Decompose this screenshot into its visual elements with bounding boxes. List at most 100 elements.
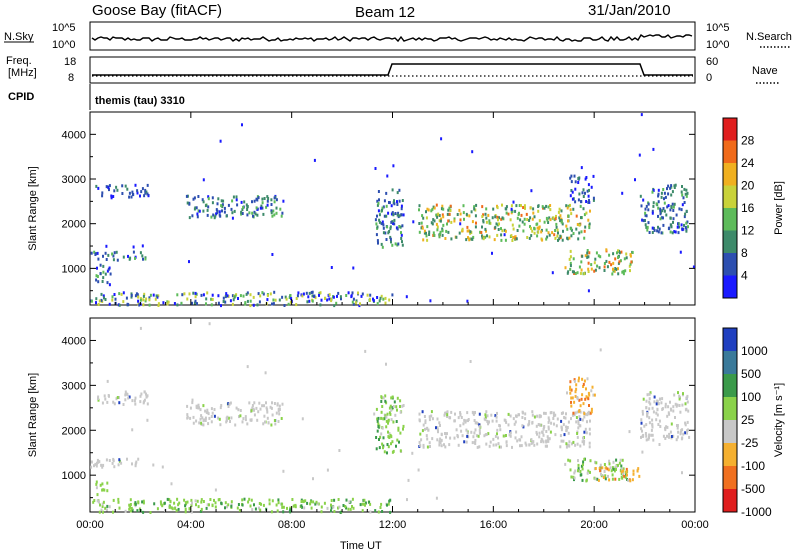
power-cell-4	[391, 243, 394, 247]
power-cell-8	[645, 225, 648, 229]
power-cell-3	[272, 209, 275, 213]
power-cell-5	[512, 227, 515, 231]
velocity-cell-9	[686, 400, 689, 404]
velocity-cell-10	[159, 500, 162, 504]
velocity-cell-10	[168, 498, 171, 502]
power-cell-4	[374, 218, 377, 222]
power-cell-8	[673, 230, 676, 234]
velocity-cell-3	[262, 422, 265, 426]
nave-tick-top: 60	[706, 56, 718, 68]
power-cell-6	[571, 197, 574, 201]
velocity-cell-8	[636, 469, 639, 473]
velocity-cell-0	[104, 397, 107, 401]
power-cell-9	[183, 292, 186, 296]
power-cell-6	[569, 176, 572, 180]
power-cell-5	[548, 233, 551, 237]
power-cell-9	[155, 294, 158, 298]
velocity-cell-4	[395, 405, 398, 409]
velocity-scatter-point	[208, 322, 211, 326]
power-cell-3	[246, 205, 249, 208]
velocity-cell-9	[669, 430, 672, 434]
power-cell-5	[436, 228, 439, 232]
power-cell-9	[376, 302, 379, 306]
power-cell-9	[196, 302, 198, 306]
velocity-cell-4	[378, 446, 381, 450]
power-cell-5	[570, 227, 573, 231]
power-cell-7	[617, 249, 619, 253]
velocity-cell-6	[570, 404, 573, 408]
power-cell-5	[543, 220, 546, 224]
power-cell-4	[400, 204, 403, 208]
velocity-cell-10	[249, 504, 252, 508]
velocity-cell-5	[537, 423, 540, 426]
power-cell-5	[484, 227, 487, 231]
velocity-cell-10	[134, 502, 137, 506]
power-cell-9	[360, 294, 363, 298]
power-cell-5	[577, 237, 580, 241]
power-cell-5	[465, 238, 468, 242]
velocity-cell-10	[177, 507, 180, 511]
power-cell-4	[380, 242, 383, 246]
velocity-cell-5	[446, 413, 449, 417]
power-cell-9	[167, 300, 170, 304]
power-cell-9	[100, 292, 103, 296]
velocity-cell-5	[477, 434, 480, 438]
velocity-cell-7	[603, 463, 606, 466]
power-scatter-point	[634, 178, 636, 182]
power-cell-5	[418, 230, 421, 234]
velocity-cell-1	[94, 462, 97, 466]
power-cell-6	[588, 198, 590, 202]
velocity-cell-10	[220, 502, 223, 506]
velocity-cell-5	[522, 411, 524, 415]
power-cell-8	[673, 202, 676, 206]
velocity-cell-10	[277, 498, 280, 502]
power-cell-8	[681, 228, 684, 232]
power-cell-9	[361, 292, 364, 296]
velocity-cell-5	[495, 415, 498, 419]
power-cell-9	[326, 298, 329, 302]
velocity-cell-3	[264, 420, 266, 424]
velocity-cell-5	[536, 442, 539, 446]
power-cell-0	[121, 184, 124, 188]
velocity-cell-3	[273, 419, 276, 422]
velocity-cell-5	[531, 413, 534, 417]
power-cell-8	[644, 223, 647, 227]
velocity-cell-1	[118, 459, 121, 463]
power-cell-1	[113, 251, 116, 255]
velocity-cell-7	[573, 471, 576, 475]
power-cell-5	[433, 234, 436, 237]
power-cell-5	[526, 218, 529, 221]
power-cell-5	[501, 203, 503, 207]
power-cell-7	[580, 268, 583, 272]
power-colorbar-swatch	[723, 163, 737, 186]
velocity-cell-6	[588, 404, 590, 407]
velocity-cell-2	[95, 482, 98, 486]
power-cell-4	[400, 207, 403, 211]
power-cell-5	[438, 214, 441, 217]
power-cell-0	[128, 191, 131, 195]
velocity-cell-9	[670, 422, 673, 426]
power-cell-7	[579, 271, 582, 275]
power-cell-7	[605, 248, 608, 252]
velocity-scatter-point	[422, 445, 425, 449]
power-cell-7	[569, 261, 572, 265]
power-cell-7	[631, 251, 634, 254]
power-cell-5	[545, 216, 548, 220]
power-cell-8	[657, 192, 660, 196]
velocity-cell-4	[390, 442, 392, 446]
nsky-tick-top: 10^5	[52, 22, 76, 34]
power-cell-8	[657, 230, 660, 234]
nsearch-tick-top: 10^5	[706, 22, 730, 34]
velocity-colorbar-tick-label: -25	[741, 436, 759, 450]
power-cell-5	[446, 212, 449, 216]
power-cell-7	[581, 254, 584, 258]
velocity-cell-6	[570, 400, 572, 404]
velocity-cell-9	[656, 413, 659, 417]
power-cell-3	[273, 196, 276, 200]
velocity-cell-1	[134, 464, 137, 468]
velocity-cell-9	[660, 401, 663, 405]
power-cell-3	[221, 205, 224, 209]
power-cell-2	[99, 263, 102, 267]
velocity-cell-5	[431, 417, 434, 421]
velocity-cell-9	[687, 428, 689, 432]
